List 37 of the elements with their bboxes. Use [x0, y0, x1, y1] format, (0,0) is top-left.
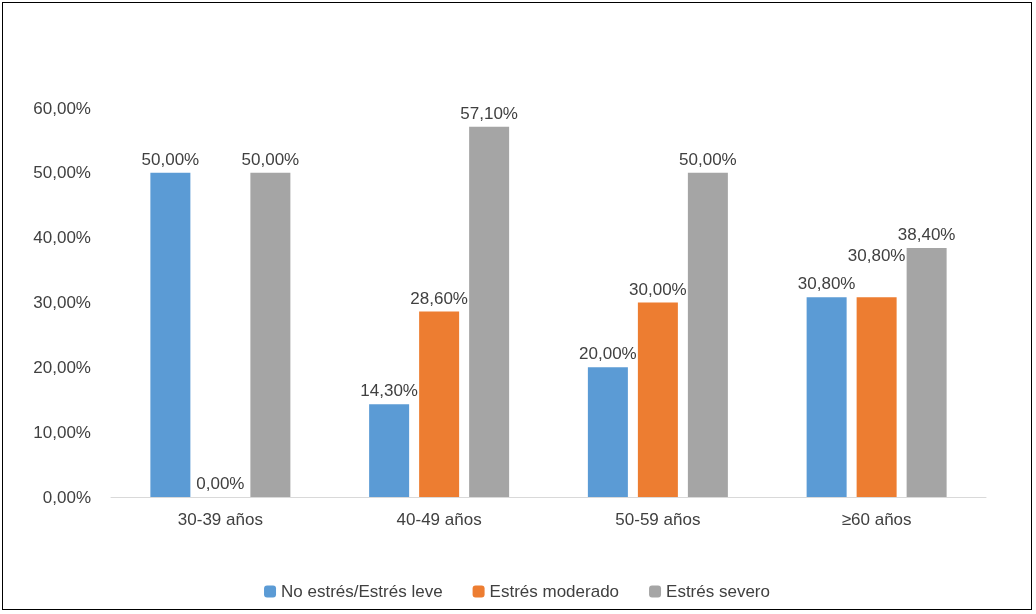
- y-tick-label: 0,00%: [42, 487, 91, 507]
- bar: [687, 172, 728, 497]
- legend-label: No estrés/Estrés leve: [281, 582, 443, 601]
- data-label: 50,00%: [679, 149, 737, 169]
- bar: [250, 172, 291, 497]
- data-label: 30,00%: [629, 279, 687, 299]
- y-tick-label: 10,00%: [33, 422, 91, 442]
- x-tick-label: ≥60 años: [841, 510, 912, 529]
- bar: [637, 302, 678, 497]
- data-label: 28,60%: [410, 288, 468, 308]
- data-label: 38,40%: [897, 225, 956, 245]
- data-label: 30,80%: [847, 246, 906, 266]
- data-label: 30,80%: [797, 274, 856, 294]
- bar: [906, 248, 947, 497]
- y-tick-label: 60,00%: [33, 98, 91, 118]
- data-label: 14,30%: [360, 381, 418, 401]
- data-label: 20,00%: [579, 344, 637, 364]
- bar: [806, 297, 847, 497]
- data-label: 0,00%: [196, 474, 245, 493]
- data-label: 57,10%: [460, 103, 518, 123]
- bar: [369, 404, 410, 497]
- x-tick-label: 30-39 años: [177, 510, 263, 529]
- bar: [150, 172, 191, 497]
- y-tick-label: 40,00%: [33, 228, 91, 248]
- bar: [469, 126, 510, 497]
- y-tick-label: 20,00%: [33, 357, 91, 377]
- bar: [856, 297, 897, 497]
- y-tick-label: 30,00%: [33, 293, 91, 312]
- bar: [587, 367, 628, 497]
- bar: [419, 311, 460, 497]
- y-tick-label: 50,00%: [33, 163, 91, 183]
- legend-label: Estrés moderado: [489, 582, 620, 601]
- x-tick-label: 50-59 años: [615, 510, 701, 529]
- data-label: 50,00%: [141, 149, 200, 169]
- legend-label: Estrés severo: [666, 582, 770, 601]
- x-tick-label: 40-49 años: [396, 510, 482, 529]
- data-label: 50,00%: [241, 149, 300, 169]
